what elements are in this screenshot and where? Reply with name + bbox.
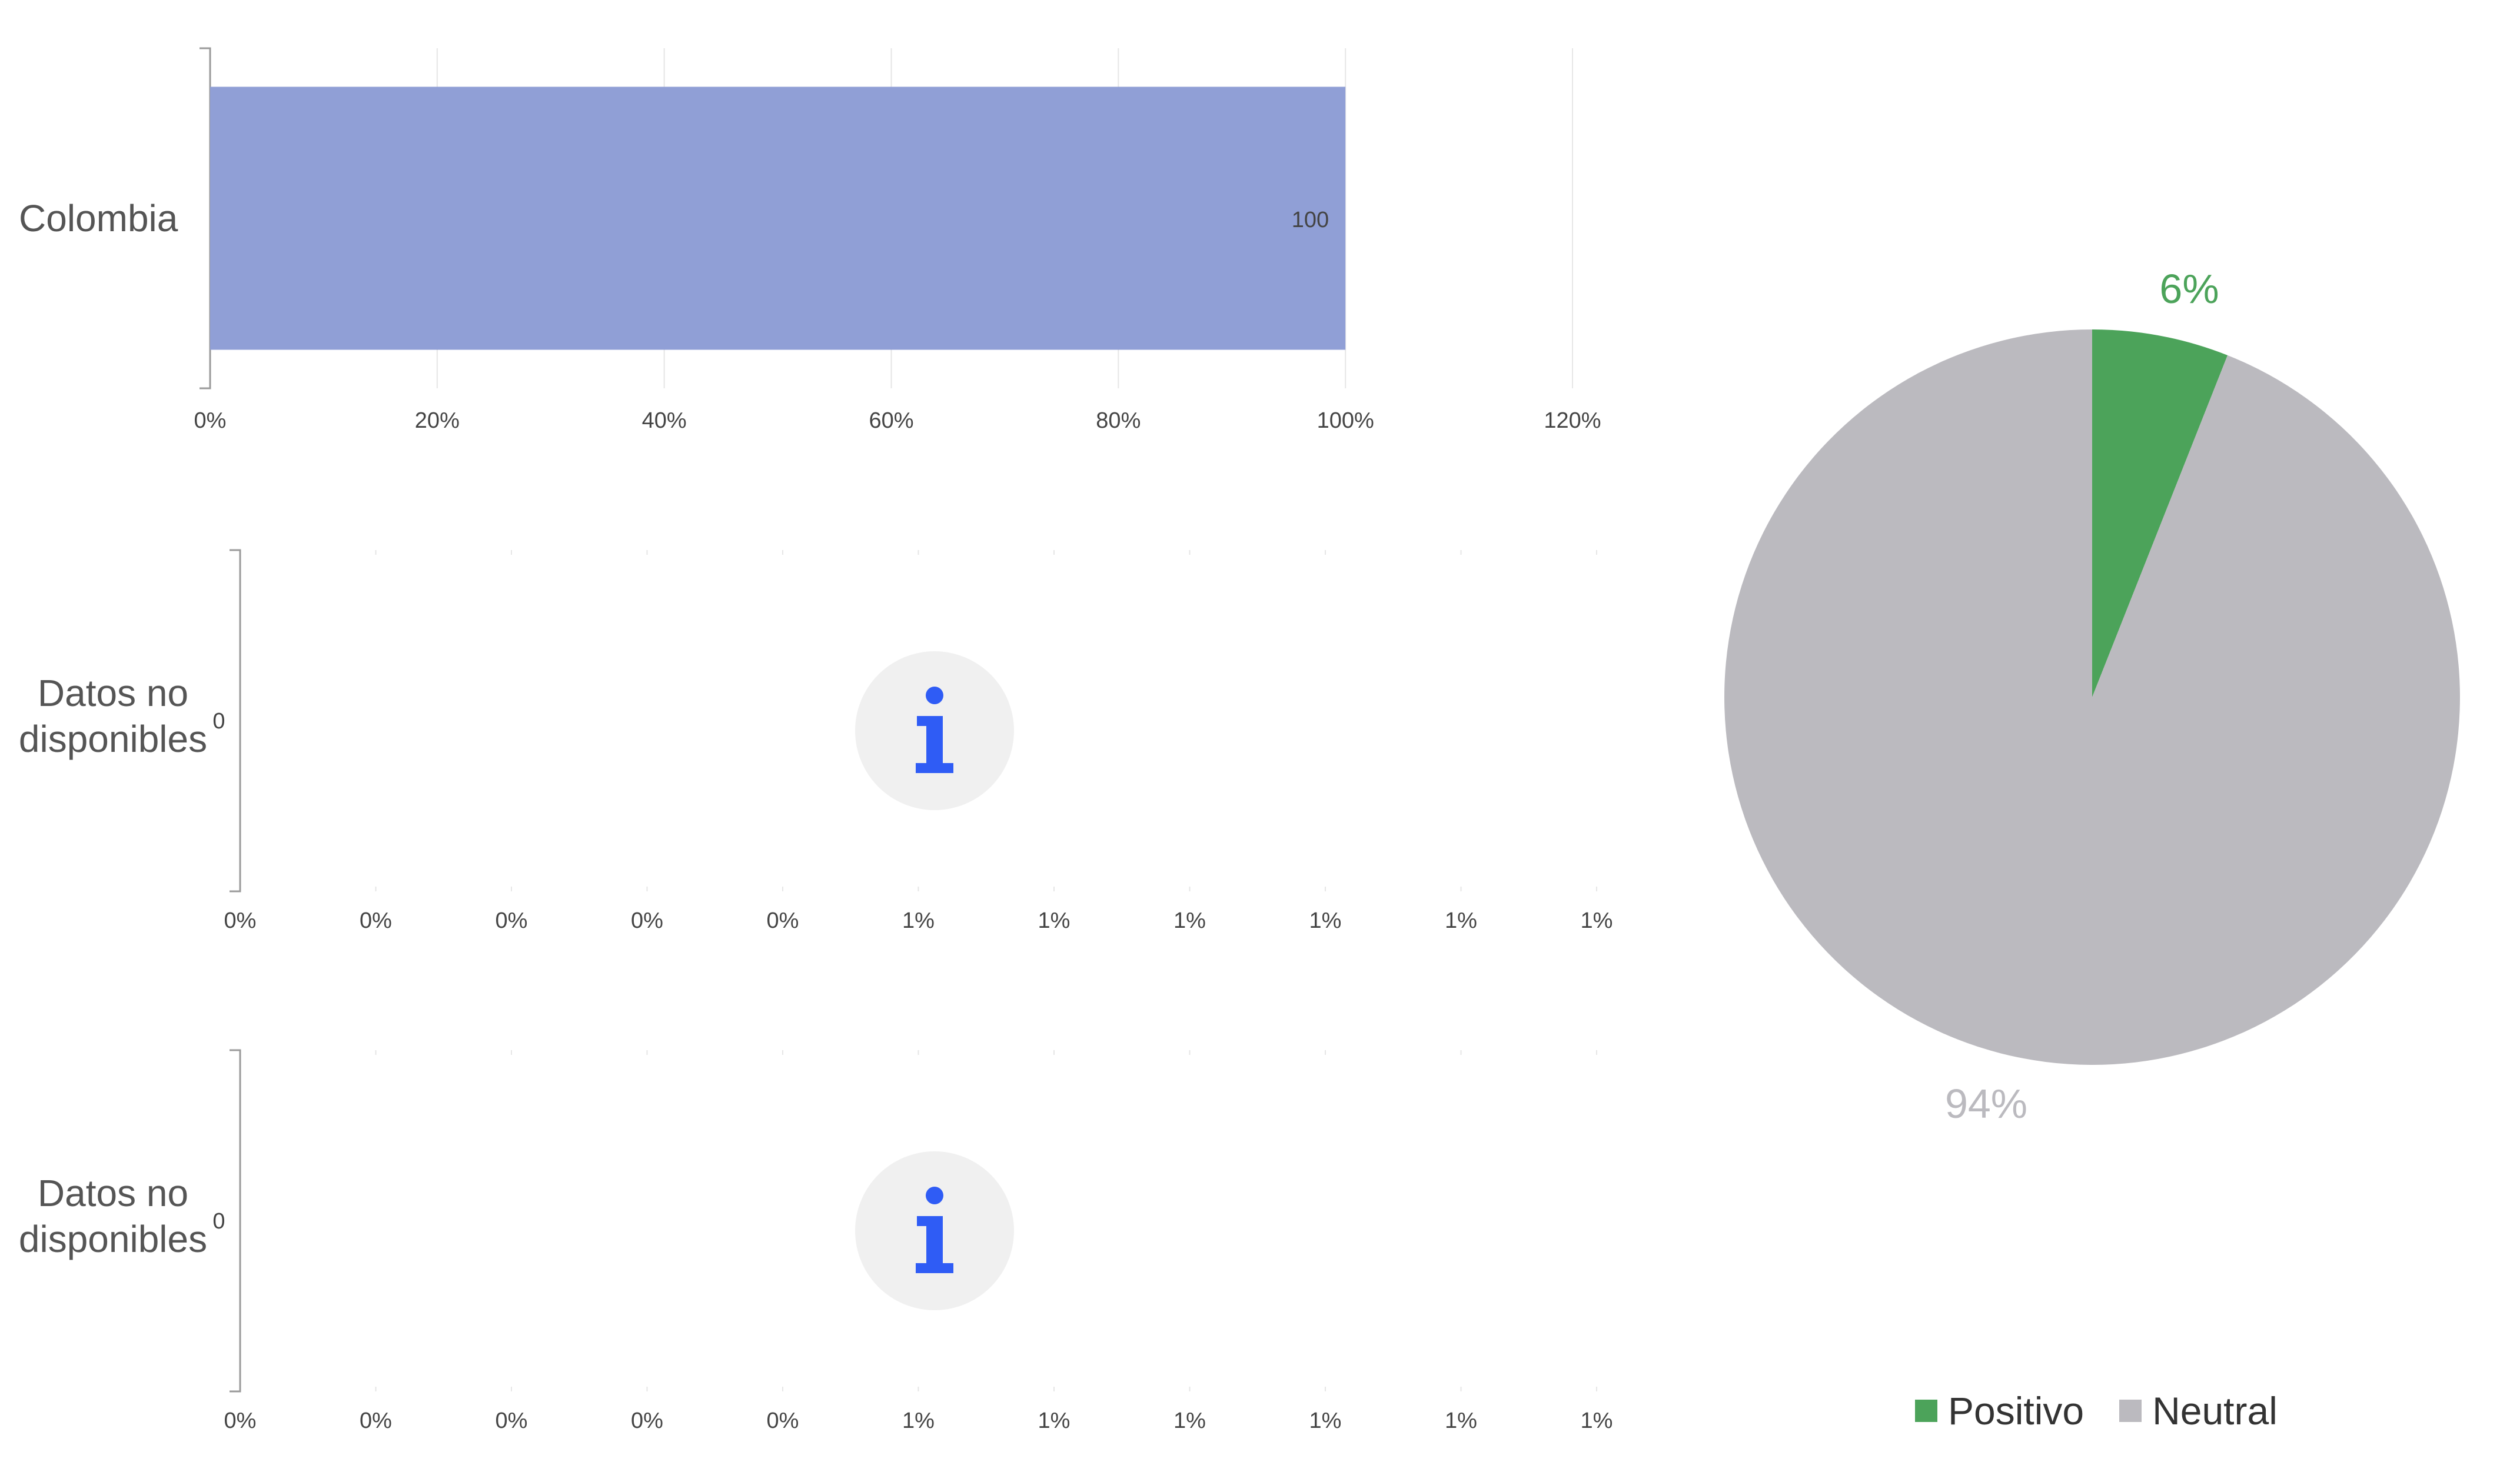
category-label-line1: Datos no: [38, 672, 188, 714]
info-icon-glyph: [916, 1216, 953, 1273]
legend-label-positivo: Positivo: [1948, 1389, 2085, 1433]
category-label-line1: Datos no: [38, 1172, 188, 1214]
bar-chart-colombia: 0% 20% 40% 60% 80% 100% 120% Colombia 100: [0, 0, 1648, 462]
data-label-colombia: 100: [1292, 208, 1329, 232]
data-label-value: 0: [212, 709, 225, 734]
x-tick-label: 0%: [360, 1408, 392, 1433]
legend-swatch-positivo: [1915, 1400, 1937, 1422]
legend-swatch-neutral: [2119, 1400, 2142, 1422]
x-tick-label: 0%: [631, 908, 663, 933]
x-tick-label: 1%: [902, 1408, 935, 1433]
x-tick-label: 0%: [767, 908, 799, 933]
x-tick-label: 1%: [902, 908, 935, 933]
x-tick-label: 60%: [869, 408, 913, 433]
sentiment-pie-svg: 6% 94%: [1724, 266, 2460, 1127]
x-tick-label: 1%: [1038, 1408, 1070, 1433]
pie-slice-neutral[interactable]: [1724, 329, 2460, 1065]
x-tick-label: 0%: [767, 1408, 799, 1433]
x-tick-label: 100%: [1317, 408, 1374, 433]
y-axis: [230, 1049, 241, 1393]
empty-chart-2: 0% 0% 0% 0% 0% 1% 1% 1% 1% 1% 1% Datos no disponible…: [0, 1000, 1648, 1462]
x-tick-label: 0%: [496, 908, 528, 933]
x-tick-label: 120%: [1544, 408, 1601, 433]
info-icon-glyph: [916, 716, 953, 773]
sentiment-pie-chart: 6% 94%: [1677, 224, 2501, 1168]
x-tick-label: 1%: [1309, 908, 1342, 933]
bar-colombia[interactable]: [210, 86, 1346, 350]
legend-item-neutral[interactable]: Neutral: [2119, 1388, 2278, 1433]
pie-label-positivo: 6%: [2159, 266, 2219, 312]
x-tick-label: 0%: [496, 1408, 528, 1433]
x-tick-label: 1%: [1309, 1408, 1342, 1433]
category-label-line2: disponibles: [19, 718, 207, 760]
x-tick-label: 1%: [1173, 908, 1206, 933]
info-icon: [855, 651, 1014, 810]
empty-chart-1-svg: 0% 0% 0% 0% 0% 1% 1% 1% 1% 1% 1% Datos nodisponible…: [19, 549, 1613, 933]
empty-chart-2-svg: 0% 0% 0% 0% 0% 1% 1% 1% 1% 1% 1% Datos nodisponible…: [19, 1049, 1613, 1433]
category-label-colombia: Colombia: [19, 197, 178, 239]
legend-label-neutral: Neutral: [2152, 1389, 2278, 1433]
data-label-value: 0: [212, 1209, 225, 1234]
x-tick-label: 80%: [1096, 408, 1141, 433]
x-tick-label: 1%: [1581, 908, 1613, 933]
x-tick-label: 0%: [360, 908, 392, 933]
info-icon: [855, 1151, 1014, 1310]
x-tick-label: 1%: [1173, 1408, 1206, 1433]
info-icon-dot: [926, 687, 943, 704]
x-tick-label: 0%: [224, 1408, 257, 1433]
x-tick-label: 1%: [1581, 1408, 1613, 1433]
x-tick-label: 1%: [1445, 908, 1477, 933]
x-tick-label: 0%: [224, 908, 257, 933]
pie-label-neutral: 94%: [1945, 1081, 2027, 1127]
pie-legend: Positivo Neutral: [1915, 1388, 2278, 1433]
info-icon-dot: [926, 1187, 943, 1204]
category-label-line2: disponibles: [19, 1218, 207, 1260]
x-tick-label: 0%: [194, 408, 227, 433]
x-tick-label: 1%: [1038, 908, 1070, 933]
empty-chart-1: 0% 0% 0% 0% 0% 1% 1% 1% 1% 1% 1% Datos no disponible…: [0, 500, 1648, 962]
legend-item-positivo[interactable]: Positivo: [1915, 1388, 2084, 1433]
bar-chart-colombia-svg: 0% 20% 40% 60% 80% 100% 120% Colombia 100: [19, 47, 1601, 433]
y-axis: [200, 47, 211, 389]
x-tick-label: 1%: [1445, 1408, 1477, 1433]
pie-slice-positivo[interactable]: [2092, 329, 2228, 697]
y-axis: [230, 549, 241, 892]
x-tick-label: 0%: [631, 1408, 663, 1433]
x-tick-label: 20%: [415, 408, 460, 433]
x-tick-label: 40%: [642, 408, 687, 433]
